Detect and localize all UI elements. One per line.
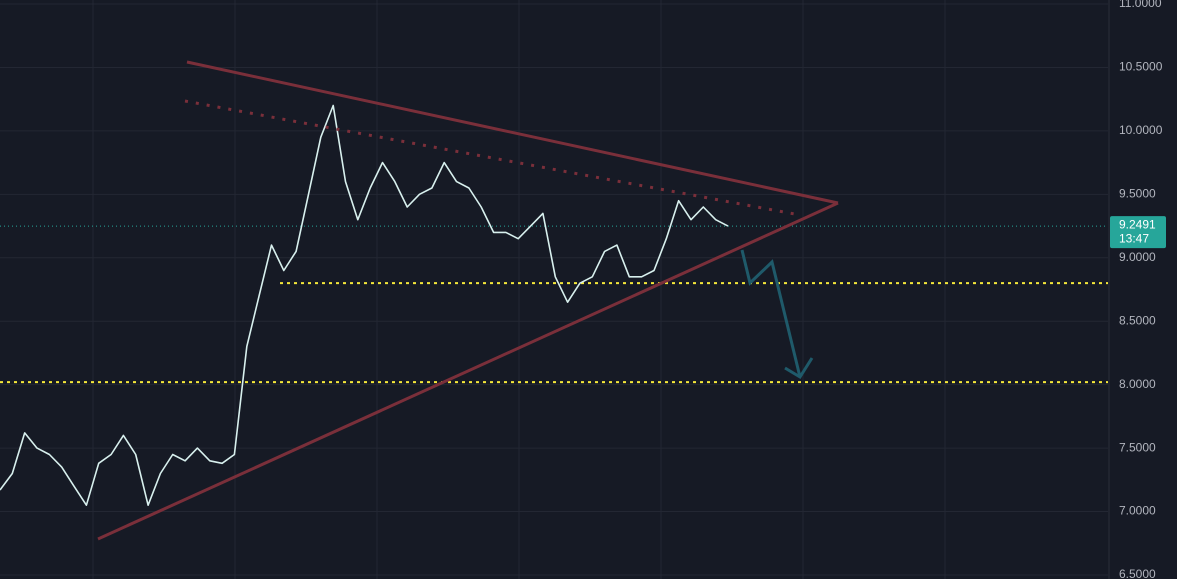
last-price-label: 9.2491: [1119, 217, 1156, 231]
y-tick-label: 7.0000: [1119, 504, 1156, 518]
last-price-box: [1110, 216, 1166, 249]
vertical-grid: [92, 0, 946, 579]
y-tick-label: 8.5000: [1119, 313, 1156, 327]
price-line: [0, 104, 729, 506]
drawings: [97, 60, 839, 541]
y-tick-label: 9.0000: [1119, 250, 1156, 264]
y-tick-label: 10.5000: [1119, 60, 1163, 74]
arrow-head: [784, 357, 814, 380]
y-tick-label: 7.5000: [1119, 440, 1156, 454]
projection-arrow: [740, 249, 802, 378]
y-tick-label: 11.0000: [1119, 0, 1162, 10]
y-tick-label: 10.0000: [1119, 123, 1163, 137]
y-tick-label: 8.0000: [1119, 377, 1156, 391]
lower-trendline: [97, 201, 839, 541]
upper-trendline: [186, 60, 839, 205]
countdown-label: 13:47: [1119, 231, 1149, 245]
y-tick-label: 9.5000: [1119, 187, 1156, 201]
y-tick-label: 6.5000: [1119, 567, 1156, 579]
